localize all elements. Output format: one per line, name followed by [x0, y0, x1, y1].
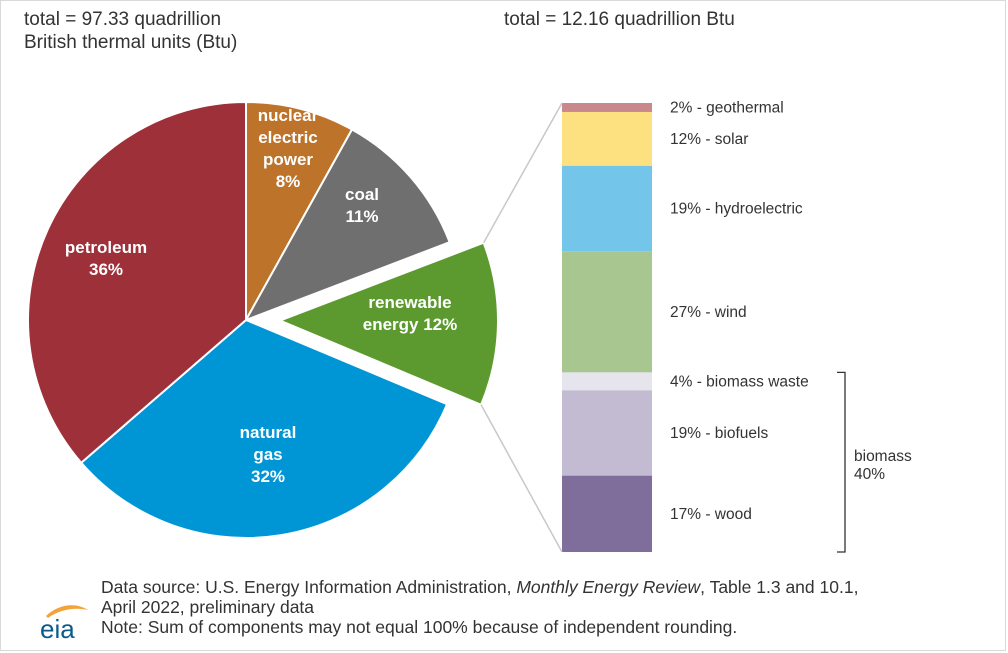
bar-segment-2-geothermal: [562, 103, 652, 112]
bar-segment-19-hydroelectric: [562, 165, 652, 252]
pie-label-nuclear-electric-power: nuclear electric power 8%: [258, 106, 319, 191]
bar-label-19-hydroelectric: 19% - hydroelectric: [670, 201, 803, 218]
pie-total-label: total = 97.33 quadrillion British therma…: [24, 8, 344, 54]
bar-total-label: total = 12.16 quadrillion Btu: [504, 9, 735, 30]
source-suffix: , Table 1.3 and 10.1,: [700, 577, 859, 597]
bar-segment-12-solar: [562, 111, 652, 166]
data-source: Data source: U.S. Energy Information Adm…: [101, 577, 991, 597]
bar-label-2-geothermal: 2% - geothermal: [670, 99, 784, 116]
pie-label-renewable-energy: renewable energy 12%: [363, 293, 458, 334]
bar-label-27-wind: 27% - wind: [670, 304, 747, 321]
connector-line-top: [482, 102, 563, 244]
rounding-note: Note: Sum of components may not equal 10…: [101, 617, 738, 637]
bar-segment-17-wood: [562, 475, 652, 552]
pie-slice-coal: [243, 128, 451, 322]
bar-segment-4-biomass-waste: [562, 372, 652, 391]
bar-segment-27-wind: [562, 251, 652, 373]
source-title: Monthly Energy Review: [516, 577, 701, 597]
pie-total-line1: total = 97.33 quadrillion: [24, 9, 222, 30]
biomass-bracket: [837, 371, 846, 553]
bar-label-12-solar: 12% - solar: [670, 131, 748, 148]
eia-logo-text: eia: [40, 614, 75, 644]
eia-logo: eia: [40, 605, 88, 644]
biomass-bracket-label: biomass 40%: [854, 448, 912, 483]
pie-slice-nuclear-electric-power: [245, 100, 354, 324]
eia-logo-swoosh: [46, 605, 88, 618]
footer-notes: Data source: U.S. Energy Information Adm…: [101, 577, 991, 637]
bar-label-17-wood: 17% - wood: [670, 506, 752, 523]
pie-label-petroleum: petroleum 36%: [65, 238, 147, 279]
pie-slice-petroleum: [27, 100, 247, 465]
pie-total-line2: British thermal units (Btu): [24, 32, 238, 53]
source-date: April 2022, preliminary data: [101, 597, 315, 617]
pie-label-natural-gas: natural gas 32%: [240, 423, 297, 486]
bar-label-19-biofuels: 19% - biofuels: [670, 425, 768, 442]
source-prefix: Data source: U.S. Energy Information Adm…: [101, 577, 517, 597]
pie-label-coal: coal 11%: [345, 185, 379, 226]
bar-segment-19-biofuels: [562, 390, 652, 476]
connector-line-bottom: [480, 404, 563, 553]
pie-slice-natural-gas: [79, 318, 449, 539]
pie-slice-renewable-energy: [277, 241, 499, 407]
bar-label-4-biomass-waste: 4% - biomass waste: [670, 373, 809, 390]
